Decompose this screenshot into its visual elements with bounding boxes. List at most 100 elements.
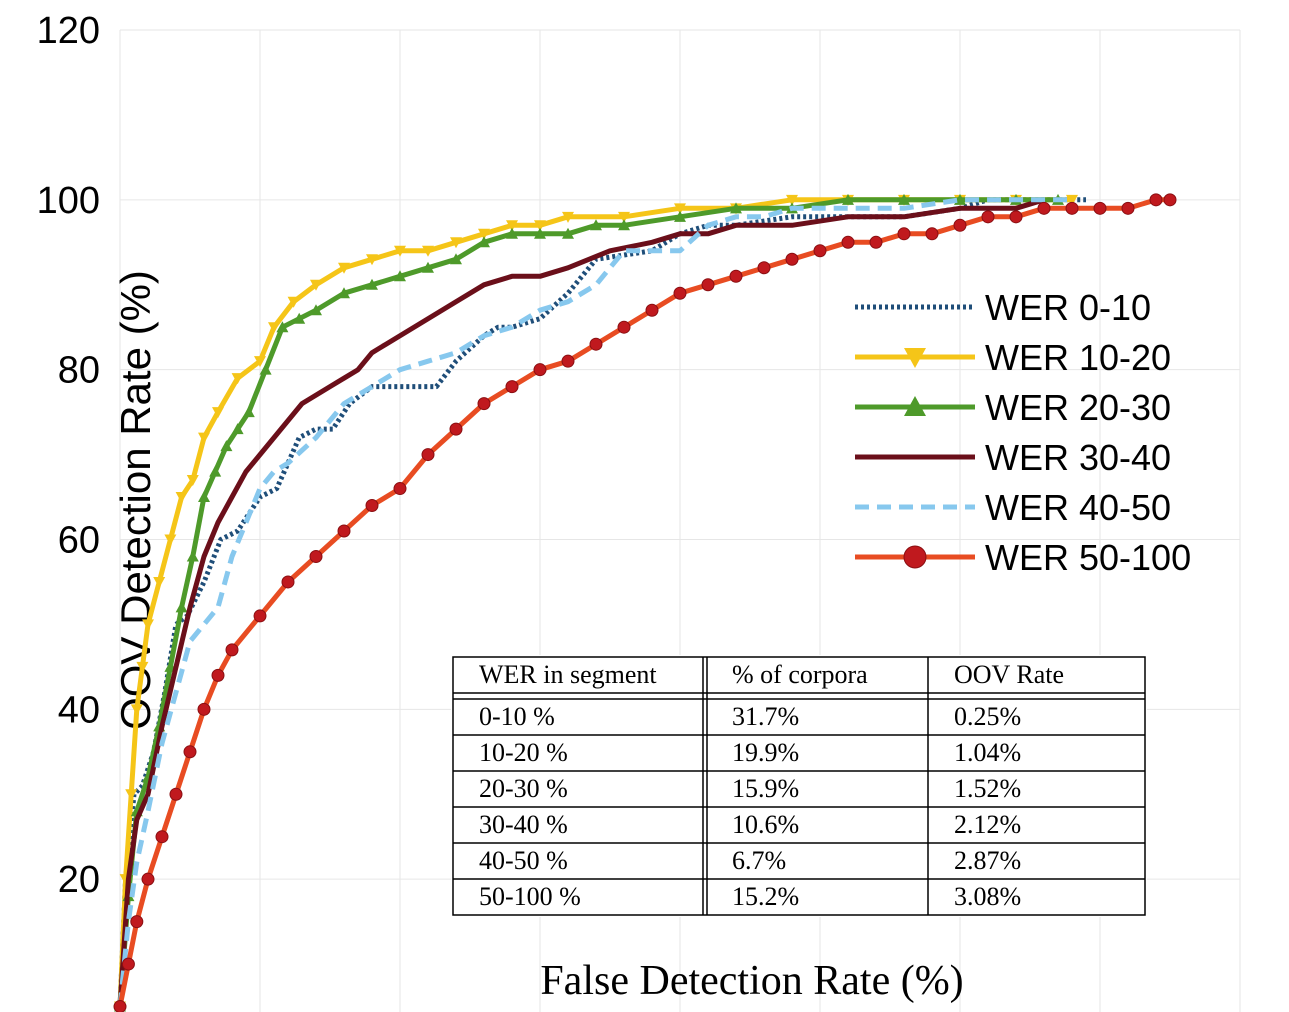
table-cell: 15.9% <box>732 774 799 803</box>
series-marker <box>1093 201 1107 215</box>
series-marker <box>231 373 244 385</box>
series-marker <box>674 210 686 222</box>
table-header-cell: OOV Rate <box>954 660 1064 689</box>
series-marker <box>366 254 378 266</box>
legend-label: WER 40-50 <box>985 487 1171 528</box>
series-line-wer-30-40 <box>117 197 1045 1007</box>
series-marker <box>674 203 686 215</box>
table-cell: 31.7% <box>732 702 799 731</box>
series-marker <box>590 219 602 231</box>
series-marker <box>197 702 211 716</box>
series-marker <box>673 286 687 300</box>
series-marker <box>645 303 659 317</box>
series-marker <box>730 202 742 214</box>
y-tick-label: 40 <box>58 689 100 731</box>
series-marker <box>130 915 144 929</box>
series-marker <box>175 601 188 613</box>
series-marker <box>1149 193 1163 207</box>
series-marker <box>136 661 149 673</box>
series-marker <box>287 296 300 308</box>
table-cell: 20-30 % <box>479 774 568 803</box>
series-marker <box>338 262 350 274</box>
oov-table: WER in segment % of corpora OOV Rate 0-10 %… <box>451 655 1147 917</box>
legend-label: WER 20-30 <box>985 387 1171 428</box>
series-marker <box>953 218 967 232</box>
series-marker <box>729 269 743 283</box>
series-marker <box>366 278 378 290</box>
y-tick-label: 60 <box>58 520 100 562</box>
series-marker <box>164 534 177 546</box>
series-marker <box>153 576 166 588</box>
series-line-wer-20-30 <box>117 197 1058 1007</box>
series-marker <box>562 211 574 223</box>
series-marker <box>212 407 224 419</box>
series-marker <box>478 236 490 248</box>
series-marker <box>562 227 574 239</box>
series-marker <box>478 228 490 240</box>
series-marker <box>198 432 210 444</box>
table-cell: 50-100 % <box>479 882 581 911</box>
table-cell: 6.7% <box>732 846 786 875</box>
series-marker <box>841 235 855 249</box>
series-marker <box>155 830 169 844</box>
series-marker <box>209 465 222 477</box>
series-marker <box>897 227 911 241</box>
series-marker <box>898 193 910 205</box>
series-marker <box>785 252 799 266</box>
series-marker <box>259 363 272 375</box>
series-marker <box>1163 193 1177 207</box>
series-marker <box>231 423 244 435</box>
series-marker <box>1009 210 1023 224</box>
series-marker <box>130 704 143 716</box>
table-header-cell: % of corpora <box>732 660 868 689</box>
series-marker <box>183 745 197 759</box>
y-axis-label: OOV Detection Rate (%) <box>112 270 159 730</box>
series-marker <box>505 380 519 394</box>
series-marker <box>422 245 434 257</box>
y-tick-labels: 20 40 60 80 100 120 <box>37 10 100 901</box>
y-tick-label: 80 <box>58 350 100 392</box>
table-cell: 2.12% <box>954 810 1021 839</box>
series-marker <box>281 575 295 589</box>
series-marker <box>1121 201 1135 215</box>
table-cell: 10-20 % <box>479 738 568 767</box>
series-marker <box>842 193 854 205</box>
series-marker <box>813 244 827 258</box>
y-tick-label: 20 <box>58 859 100 901</box>
legend-label: WER 10-20 <box>985 337 1171 378</box>
y-tick-label: 100 <box>37 180 100 222</box>
y-tick-label: 120 <box>37 10 100 52</box>
series-marker <box>450 237 462 249</box>
series-marker <box>121 957 135 971</box>
series-lines <box>113 193 1177 1012</box>
series-marker <box>1066 194 1078 206</box>
series-marker <box>175 492 188 504</box>
x-axis-label: False Detection Rate (%) <box>540 958 963 1004</box>
series-marker <box>534 227 546 239</box>
table-border <box>452 656 1146 916</box>
series-marker <box>169 787 183 801</box>
series-marker <box>422 261 434 273</box>
series-marker <box>533 363 547 377</box>
series-marker <box>309 549 323 563</box>
series-marker <box>757 261 771 275</box>
series-marker <box>869 235 883 249</box>
legend-marker <box>903 545 927 569</box>
table-cell: 0.25% <box>954 702 1021 731</box>
series-marker <box>113 1000 127 1012</box>
legend-marker <box>904 396 926 416</box>
series-marker <box>220 440 233 452</box>
series-marker <box>337 524 351 538</box>
series-marker <box>142 619 154 631</box>
table-cell: 0-10 % <box>479 702 555 731</box>
series-marker <box>242 406 255 418</box>
series-marker <box>477 397 491 411</box>
series-marker <box>450 253 462 265</box>
series-marker <box>506 227 518 239</box>
table-cell: 3.08% <box>954 882 1021 911</box>
table-header-cell: WER in segment <box>479 660 657 689</box>
table-cell: 1.04% <box>954 738 1021 767</box>
series-marker <box>268 322 280 334</box>
series-marker <box>310 279 322 291</box>
series-marker <box>225 643 239 657</box>
